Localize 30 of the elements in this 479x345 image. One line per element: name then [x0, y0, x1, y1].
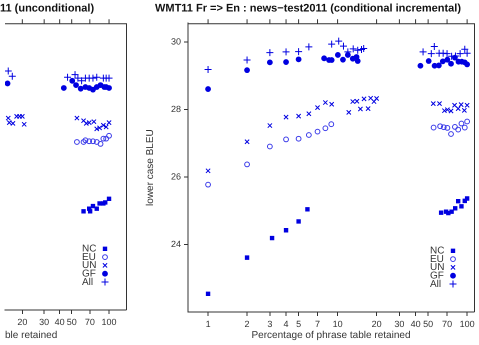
x-tick-label: 100	[460, 318, 475, 329]
x-tick-label: 4	[284, 318, 289, 329]
x-tick-label: 20	[372, 318, 382, 329]
x-tick-label: 40	[410, 318, 421, 329]
x-tick-label: 20	[17, 316, 28, 327]
y-tick-label: 26	[170, 171, 181, 182]
y-tick-label: 30	[170, 36, 181, 46]
x-tick-label: 70	[442, 318, 452, 329]
x-tick-label: 7	[315, 318, 320, 329]
chart-title: WMT11 Fr => En : news−test2011 (conditional incremental)	[155, 2, 462, 15]
x-tick-label: 50	[423, 318, 434, 329]
legend-label: All	[82, 276, 94, 288]
y-tick-label: 28	[170, 104, 181, 114]
x-tick-label: 3	[267, 318, 272, 329]
x-axis-title: Percentage of phrase table retained	[252, 330, 410, 341]
x-tick-label: 50	[66, 316, 77, 327]
y-tick-label: 24	[170, 238, 181, 249]
x-tick-label: 100	[102, 316, 117, 327]
x-axis-title: ble retained	[5, 330, 58, 341]
legend-label: All	[430, 278, 442, 290]
x-tick-label: 5	[296, 318, 302, 329]
y-axis-title: lower case BLEU	[144, 129, 156, 206]
x-tick-label: 2	[244, 318, 250, 329]
x-tick-label: 70	[84, 316, 95, 327]
x-tick-label: 40	[54, 316, 65, 327]
x-tick-label: 30	[39, 316, 50, 327]
x-tick-label: 30	[394, 318, 404, 329]
x-tick-label: 10	[332, 318, 343, 329]
chart-title: 11 (unconditional)	[0, 2, 94, 15]
x-tick-label: 1	[206, 318, 211, 329]
